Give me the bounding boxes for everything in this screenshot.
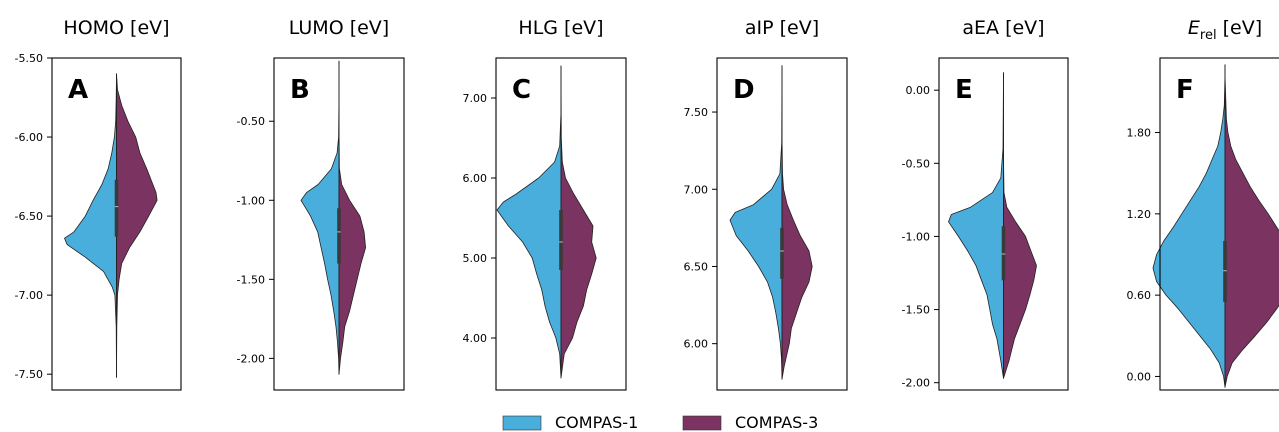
ytick-label-d: 6.50 xyxy=(684,260,709,273)
legend: COMPAS-1 COMPAS-3 xyxy=(502,413,818,432)
ytick-label-c: 6.00 xyxy=(463,172,488,185)
violin-half-compas-1-e xyxy=(948,72,1004,379)
ytick-label-e: -1.50 xyxy=(902,304,930,317)
panel-title-a: HOMO [eV] xyxy=(63,17,169,39)
violin-half-compas-1-f xyxy=(1152,64,1226,388)
panel-letter-c: C xyxy=(512,75,531,105)
iqr-box-d xyxy=(780,227,784,279)
ytick-label-a: -7.50 xyxy=(15,368,43,381)
violin-half-compas-1-c xyxy=(496,65,562,379)
legend-label-compas-1: COMPAS-1 xyxy=(555,413,638,432)
ytick-label-b: -1.00 xyxy=(237,194,265,207)
ytick-label-e: 0.00 xyxy=(906,84,931,97)
panel-frame-a xyxy=(51,57,182,391)
panel-frame-f xyxy=(1159,57,1279,391)
panel-b: LUMO [eV] -0.50 -1.00 -1.50 -2.00 B xyxy=(237,17,405,391)
panel-e: aEA [eV] 0.00 -0.50 -1.00 -1.50 -2.00 E xyxy=(902,17,1069,391)
ytick-label-a: -5.50 xyxy=(15,52,43,65)
iqr-box-f xyxy=(1223,240,1227,302)
violin-half-compas-3-a xyxy=(116,73,158,378)
ytick-label-d: 6.00 xyxy=(684,338,709,351)
iqr-box-c xyxy=(559,210,563,270)
ytick-label-f: 1.80 xyxy=(1127,127,1152,140)
panel-title-b: LUMO [eV] xyxy=(289,17,389,39)
panel-a: HOMO [eV] -5.50 -6.00 -6.50 -7.00 -7.50 A xyxy=(15,17,182,391)
panel-letter-f: F xyxy=(1176,75,1194,105)
ytick-label-f: 0.60 xyxy=(1127,289,1152,302)
ytick-label-a: -7.00 xyxy=(15,289,43,302)
ytick-label-a: -6.50 xyxy=(15,210,43,223)
violin-half-compas-3-d xyxy=(781,65,813,380)
ytick-label-e: -2.00 xyxy=(902,377,930,390)
panel-letter-d: D xyxy=(733,75,755,105)
panel-frame-d xyxy=(716,57,848,391)
violin-half-compas-1-a xyxy=(64,73,117,378)
violin-half-compas-1-b xyxy=(300,60,340,375)
ytick-label-d: 7.00 xyxy=(684,183,709,196)
ytick-label-a: -6.00 xyxy=(15,131,43,144)
iqr-box-a xyxy=(114,179,119,237)
ytick-label-b: -0.50 xyxy=(237,115,265,128)
violin-half-compas-3-c xyxy=(560,65,597,379)
ytick-label-c: 7.00 xyxy=(463,92,488,105)
legend-swatch-compas-1 xyxy=(502,415,542,431)
ytick-label-e: -0.50 xyxy=(902,157,930,170)
violin-half-compas-3-b xyxy=(338,60,366,375)
ytick-label-c: 4.00 xyxy=(463,332,488,345)
panel-letter-e: E xyxy=(955,75,973,105)
ytick-label-f: 1.20 xyxy=(1127,208,1152,221)
violin-half-compas-3-e xyxy=(1003,72,1037,379)
ytick-label-b: -1.50 xyxy=(237,273,265,286)
panel-title-f: Erel [eV] xyxy=(1188,17,1262,43)
violin-half-compas-1-d xyxy=(729,65,783,380)
panel-frame-b xyxy=(273,57,405,391)
legend-swatch-compas-3 xyxy=(682,415,722,431)
panel-title-d: aIP [eV] xyxy=(745,17,819,39)
panel-frame-e xyxy=(938,57,1069,391)
ytick-label-e: -1.00 xyxy=(902,230,930,243)
ytick-label-f: 0.00 xyxy=(1127,370,1152,383)
panel-title-c: HLG [eV] xyxy=(518,17,603,39)
panel-f: Erel [eV] 1.80 1.20 0.60 0.00 F xyxy=(1127,17,1279,391)
ytick-label-c: 5.00 xyxy=(463,252,488,265)
panel-letter-b: B xyxy=(290,75,310,105)
iqr-box-e xyxy=(1001,226,1006,281)
legend-label-compas-3: COMPAS-3 xyxy=(735,413,818,432)
iqr-box-b xyxy=(337,208,341,264)
panel-letter-a: A xyxy=(68,75,88,105)
ytick-label-b: -2.00 xyxy=(237,352,265,365)
violin-half-compas-3-f xyxy=(1224,64,1279,388)
panel-c: HLG [eV] 7.00 6.00 5.00 4.00 C xyxy=(463,17,627,391)
panel-frame-c xyxy=(495,57,627,391)
panel-title-e: aEA [eV] xyxy=(962,17,1044,39)
ytick-label-d: 7.50 xyxy=(684,106,709,119)
panel-d: aIP [eV] 7.50 7.00 6.50 6.00 D xyxy=(684,17,848,391)
